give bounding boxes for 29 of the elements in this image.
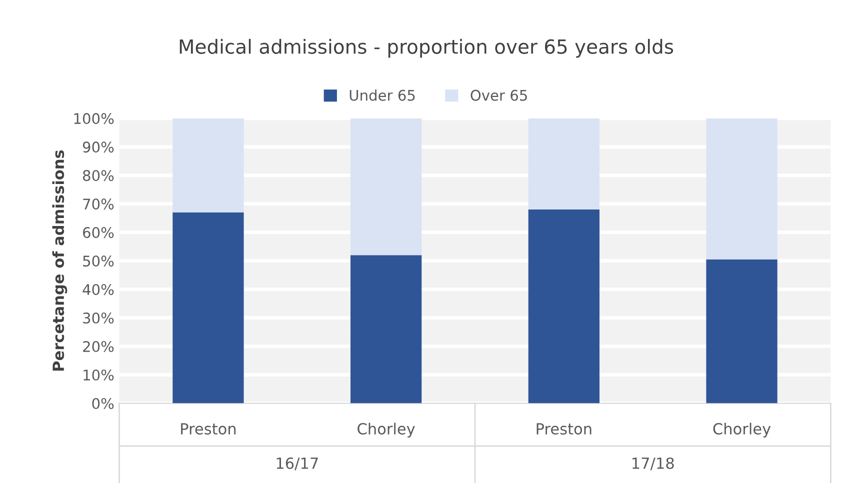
y-tick-label: 80% bbox=[82, 170, 114, 182]
x-tick-label: Chorley bbox=[713, 422, 771, 438]
text: 17/18 bbox=[632, 457, 674, 470]
x-tick-label: Preston bbox=[181, 423, 236, 435]
bar bbox=[706, 118, 778, 260]
y-tick-label: 30% bbox=[83, 312, 114, 324]
bar bbox=[350, 255, 422, 404]
y-tick-label: 0% bbox=[92, 398, 114, 410]
y-tick-label: 50% bbox=[83, 256, 114, 267]
y-tick-label: 20% bbox=[83, 341, 114, 352]
bar bbox=[350, 118, 422, 256]
y-tick-label: 70% bbox=[83, 198, 114, 210]
y-tick-label: 100% bbox=[74, 113, 114, 124]
x-tick-label: Chorley bbox=[358, 422, 415, 438]
legend-label: Over 65 bbox=[470, 90, 527, 101]
bar bbox=[528, 210, 600, 404]
y-axis-title: Percetange of admissions bbox=[52, 150, 68, 371]
text: 16/17 bbox=[276, 457, 318, 470]
bar bbox=[172, 118, 244, 212]
legend-label: Under 65 bbox=[350, 90, 415, 101]
y-tick-label: 60% bbox=[83, 227, 114, 238]
x-tick-label: Preston bbox=[536, 423, 592, 435]
chart-title: Medical admissions - proportion over 65 years olds bbox=[180, 38, 674, 58]
y-tick-label: 90% bbox=[82, 142, 114, 153]
y-tick-label: 40% bbox=[82, 284, 114, 296]
bar bbox=[706, 259, 778, 404]
bar bbox=[528, 118, 600, 210]
y-tick-label: 10% bbox=[84, 370, 114, 381]
bar bbox=[172, 212, 244, 404]
